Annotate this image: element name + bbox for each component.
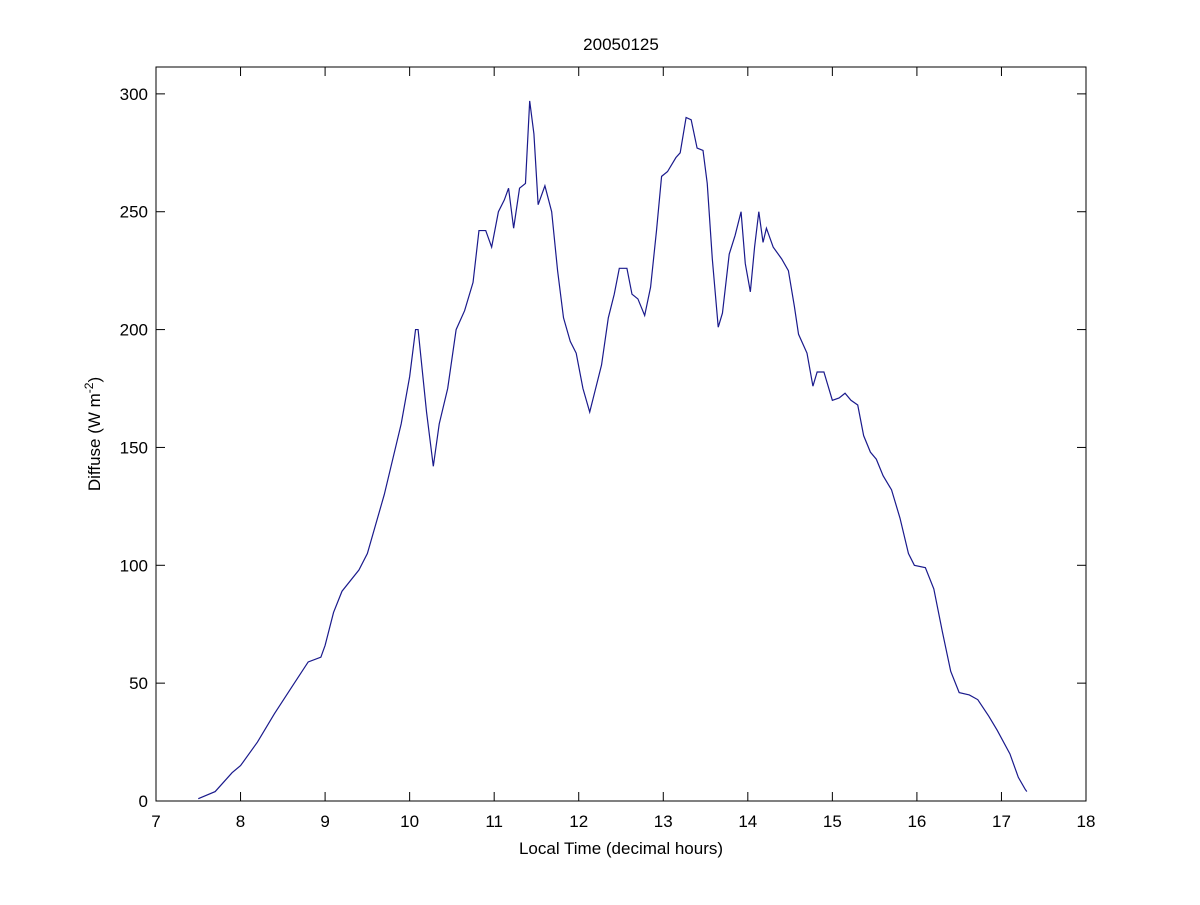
y-tick-label: 250 (120, 203, 148, 222)
y-label-text: Diffuse (W m (85, 393, 104, 491)
y-tick-label: 50 (129, 674, 148, 693)
x-tick-label: 13 (654, 812, 673, 831)
chart-title: 20050125 (583, 35, 659, 54)
y-tick-label: 200 (120, 321, 148, 340)
x-tick-label: 12 (569, 812, 588, 831)
y-tick-label: 150 (120, 438, 148, 457)
x-tick-label: 17 (992, 812, 1011, 831)
x-tick-label: 10 (400, 812, 419, 831)
data-line (198, 100, 1028, 800)
y-tick-label: 300 (120, 85, 148, 104)
x-tick-label: 8 (236, 812, 245, 831)
y-label-suffix: ) (85, 377, 104, 383)
x-axis-label: Local Time (decimal hours) (519, 839, 723, 858)
x-tick-label: 11 (485, 812, 503, 831)
y-label-sup: -2 (82, 382, 96, 393)
x-tick-label: 15 (823, 812, 842, 831)
plot-frame (155, 66, 1087, 802)
y-axis-label: Diffuse (W m-2) (82, 377, 104, 491)
x-tick-label: 16 (907, 812, 926, 831)
x-tick-label: 14 (738, 812, 757, 831)
x-tick-label: 7 (151, 812, 160, 831)
y-tick-label: 100 (120, 556, 148, 575)
y-tick-label: 0 (139, 792, 148, 811)
x-tick-label: 18 (1077, 812, 1096, 831)
x-tick-label: 9 (320, 812, 329, 831)
